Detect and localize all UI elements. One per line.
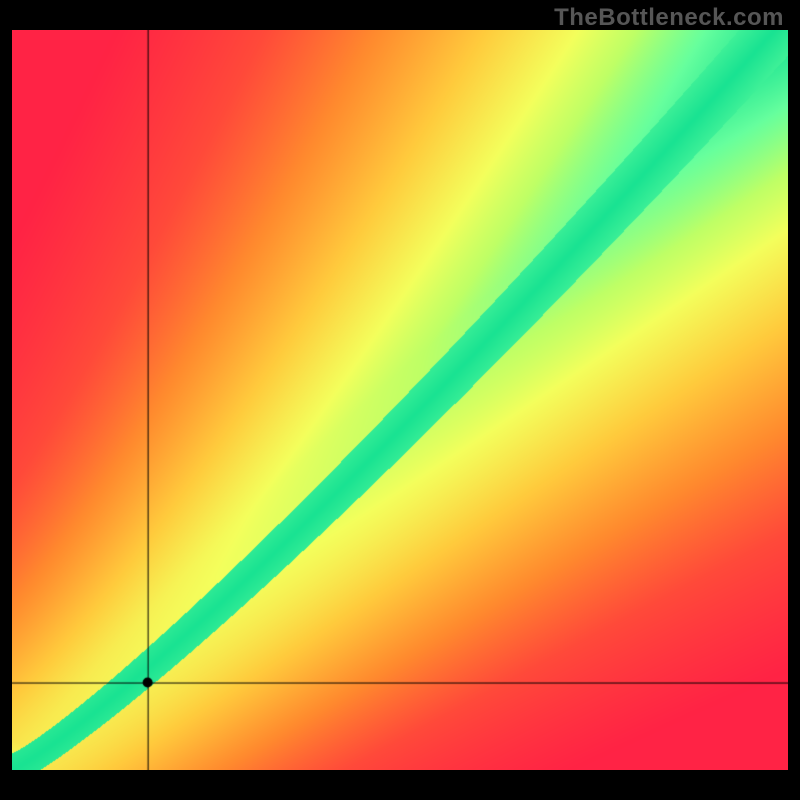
heatmap-plot [12, 30, 788, 770]
heatmap-canvas [12, 30, 788, 770]
watermark-text: TheBottleneck.com [554, 4, 784, 32]
chart-container: TheBottleneck.com [0, 0, 800, 800]
